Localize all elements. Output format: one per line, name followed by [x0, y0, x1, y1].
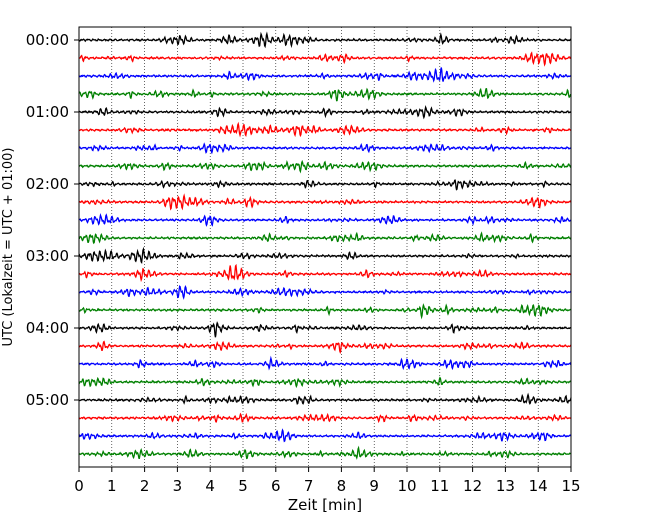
y-tick-label: 00:00 — [26, 31, 69, 49]
seismogram-trace — [78, 213, 572, 227]
seismogram-trace — [78, 445, 572, 460]
x-axis-label: Zeit [min] — [288, 496, 362, 514]
seismogram-trace — [78, 121, 572, 138]
x-tick-label: 13 — [496, 477, 515, 495]
seismogram-trace — [78, 376, 572, 389]
y-axis-ticks: 00:00 01:00 02:00 03:00 04:00 05:00 — [26, 31, 79, 409]
y-tick-label: 04:00 — [26, 319, 69, 337]
seismogram-trace — [78, 142, 572, 155]
seismogram-trace — [78, 51, 572, 67]
x-tick-label: 0 — [74, 477, 84, 495]
seismogram-trace — [78, 159, 572, 174]
seismogram-trace — [78, 412, 572, 424]
x-tick-label: 15 — [561, 477, 580, 495]
seismogram-trace — [79, 284, 572, 300]
y-tick-label: 05:00 — [26, 391, 69, 409]
seismogram-trace — [78, 263, 572, 283]
seismogram-trace — [78, 67, 572, 83]
seismogram-trace — [78, 303, 572, 320]
x-tick-label: 9 — [369, 477, 379, 495]
seismogram-trace — [78, 428, 572, 443]
plot-background — [79, 27, 571, 467]
x-tick-label: 2 — [140, 477, 150, 495]
seismogram-trace — [78, 231, 572, 245]
vertical-gridlines — [111, 27, 539, 467]
seismogram-trace — [78, 193, 572, 211]
x-tick-label: 10 — [397, 477, 416, 495]
seismogram-trace — [78, 105, 572, 120]
plot-frame — [78, 26, 572, 468]
x-tick-label: 5 — [238, 477, 248, 495]
y-axis-label: UTC (Lokalzeit = UTC + 01:00) — [1, 148, 16, 347]
x-tick-label: 7 — [304, 477, 314, 495]
seismogram-trace — [78, 179, 572, 191]
seismogram-trace — [78, 392, 572, 405]
y-tick-label: 03:00 — [26, 247, 69, 265]
seismogram-trace — [78, 340, 572, 355]
seismogram-trace — [78, 87, 572, 102]
x-tick-label: 3 — [173, 477, 183, 495]
y-tick-label: 01:00 — [26, 103, 69, 121]
x-tick-label: 11 — [430, 477, 449, 495]
seismogram-trace — [78, 321, 572, 338]
seismogram-traces — [78, 31, 572, 460]
x-tick-label: 4 — [205, 477, 215, 495]
seismogram-trace — [78, 246, 572, 265]
y-tick-label: 02:00 — [26, 175, 69, 193]
x-axis-ticks: 0 1 2 3 4 5 6 7 8 9 10 11 12 13 14 15 — [74, 467, 581, 495]
seismogram-trace — [78, 31, 572, 49]
x-tick-label: 14 — [529, 477, 548, 495]
seismogram-trace — [78, 355, 572, 371]
x-tick-label: 8 — [337, 477, 347, 495]
x-tick-label: 12 — [463, 477, 482, 495]
x-tick-label: 6 — [271, 477, 281, 495]
x-tick-label: 1 — [107, 477, 117, 495]
